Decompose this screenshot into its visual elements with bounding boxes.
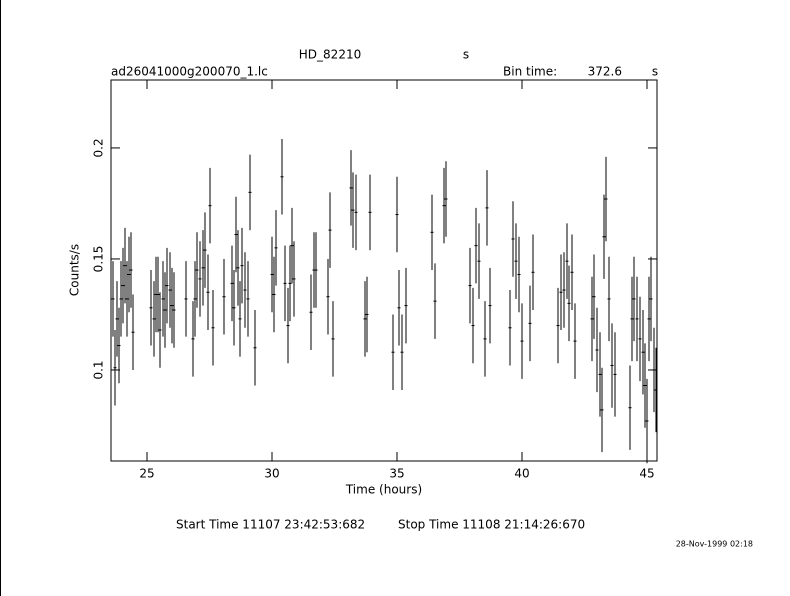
file-name: ad26041000g200070_1.lc — [111, 65, 268, 79]
stop-time: Stop Time 11108 21:14:26:670 — [398, 518, 585, 532]
chart-title: HD_82210 — [299, 48, 361, 62]
start-time: Start Time 11107 23:42:53:682 — [176, 518, 365, 532]
bin-time: 372.6 — [588, 65, 622, 79]
x-tick-label: 35 — [389, 467, 404, 481]
chart-subtitle: s — [463, 48, 469, 62]
x-axis-label: Time (hours) — [345, 483, 422, 497]
timestamp: 28-Nov-1999 02:18 — [676, 540, 753, 549]
y-tick-label: 0.1 — [92, 360, 106, 379]
bin-time-label: Bin time: — [503, 65, 557, 79]
y-tick-label: 0.15 — [92, 246, 106, 273]
y-tick-label: 0.2 — [92, 138, 106, 157]
bin-time-unit: s — [652, 65, 658, 79]
y-axis-label: Counts/s — [68, 244, 82, 296]
x-tick-label: 40 — [514, 467, 529, 481]
plot-frame — [110, 79, 658, 462]
x-tick-label: 30 — [264, 467, 279, 481]
x-tick-label: 25 — [139, 467, 154, 481]
x-tick-label: 45 — [639, 467, 654, 481]
